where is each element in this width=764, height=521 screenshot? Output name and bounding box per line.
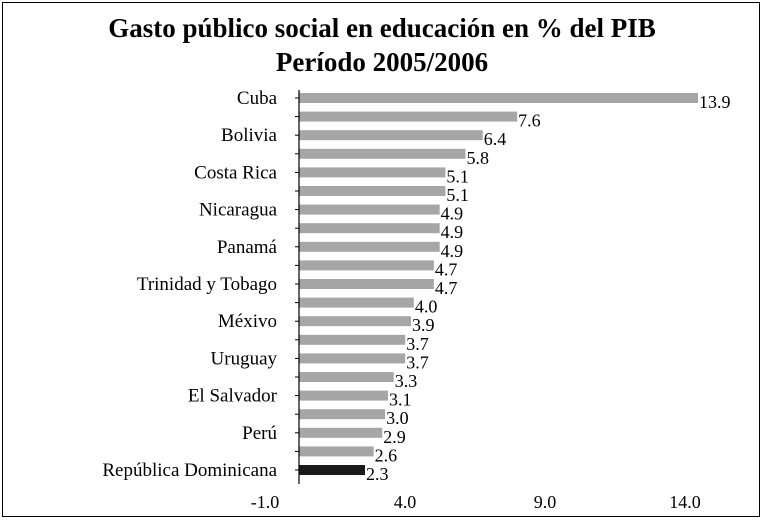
bar — [299, 93, 698, 103]
bar — [299, 241, 440, 252]
chart-title: Gasto público social en educación en % d… — [108, 13, 656, 43]
bar-value-label: 3.1 — [389, 390, 412, 410]
bar-value-label: 3.3 — [395, 371, 418, 391]
bar-value-label: 2.3 — [366, 464, 389, 484]
bar-value-label: 4.9 — [441, 222, 464, 242]
bar-value-label: 5.8 — [466, 148, 489, 168]
bar-value-label: 3.7 — [406, 334, 429, 354]
bar — [299, 334, 406, 345]
category-label: Costa Rica — [194, 162, 277, 183]
bar-value-label: 4.9 — [441, 241, 464, 261]
x-tick-label: 4.0 — [394, 492, 417, 512]
bar — [299, 372, 394, 382]
bar-value-label: 4.7 — [435, 278, 458, 298]
category-label: Uruguay — [211, 348, 278, 369]
bar — [299, 130, 483, 141]
value-labels: 13.97.66.45.85.15.14.94.94.94.74.74.03.9… — [366, 92, 730, 484]
bar-value-label: 7.6 — [518, 111, 541, 131]
y-axis — [295, 90, 300, 484]
bar — [299, 223, 440, 234]
category-label: Trinidad y Tobago — [137, 274, 277, 295]
bar — [299, 353, 406, 364]
category-label: Panamá — [217, 237, 278, 258]
bar — [299, 446, 374, 457]
category-label: Bolivia — [221, 125, 278, 146]
x-tick-label: 14.0 — [669, 492, 701, 512]
bar-value-label: 3.7 — [406, 352, 429, 372]
x-tick-label: 9.0 — [534, 492, 557, 512]
bar-value-label: 6.4 — [484, 129, 507, 149]
bar-value-label: 2.6 — [375, 445, 398, 465]
bar-value-label: 13.9 — [699, 92, 731, 112]
category-label: El Salvador — [188, 386, 278, 407]
bar-value-label: 5.1 — [446, 166, 469, 186]
bar — [299, 111, 518, 122]
category-labels: Cuba Bolivia Costa Rica Nicaragua Panamá Trin… — [102, 88, 277, 481]
bar — [299, 390, 388, 401]
bar — [299, 260, 434, 271]
bar — [299, 167, 446, 178]
bar — [299, 297, 414, 308]
category-label: Nicaragua — [199, 200, 278, 221]
bar — [299, 409, 386, 420]
bar — [299, 279, 434, 289]
bar-value-label: 4.7 — [435, 259, 458, 279]
bar — [299, 316, 411, 327]
bar-value-label: 2.9 — [383, 427, 406, 447]
x-axis-ticks: -1.0 4.0 9.0 14.0 — [251, 492, 701, 512]
chart-subtitle: Período 2005/2006 — [276, 47, 488, 77]
bar-value-label: 3.0 — [386, 408, 409, 428]
bar — [299, 204, 440, 215]
bar-value-label: 5.1 — [446, 185, 469, 205]
category-label: Cuba — [237, 88, 278, 109]
bars-layer — [299, 93, 698, 475]
x-tick-label: -1.0 — [251, 492, 280, 512]
bar-value-label: 4.0 — [415, 297, 438, 317]
bar — [299, 186, 446, 196]
category-label: Perú — [242, 423, 277, 444]
bar — [299, 148, 466, 159]
bar — [299, 427, 383, 438]
bar — [299, 465, 366, 475]
bar-value-label: 3.9 — [412, 315, 435, 335]
category-label: Méxivo — [218, 311, 277, 332]
bar-value-label: 4.9 — [441, 204, 464, 224]
category-label: República Dominicana — [102, 460, 277, 481]
